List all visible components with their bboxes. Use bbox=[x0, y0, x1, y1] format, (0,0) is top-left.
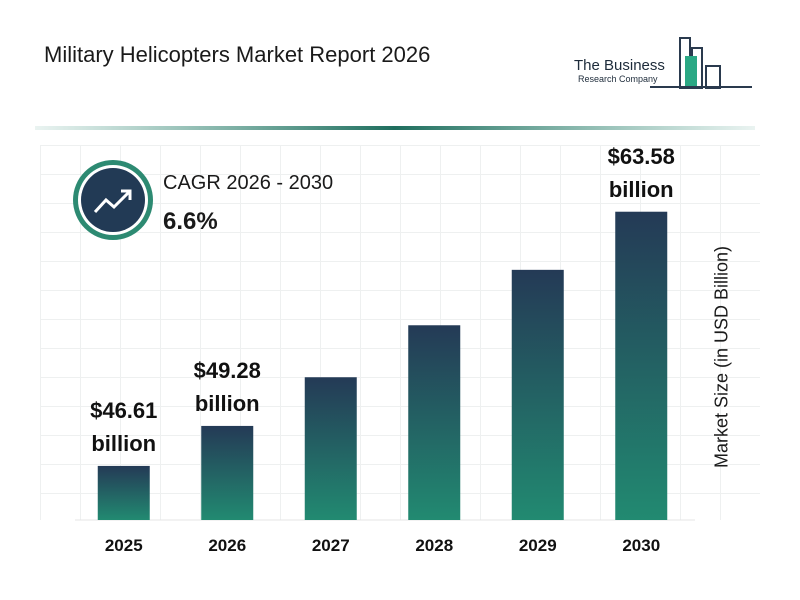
bar bbox=[201, 425, 254, 520]
bar bbox=[615, 211, 668, 520]
bars bbox=[97, 211, 668, 520]
value-label: $46.61 billion bbox=[90, 397, 158, 456]
x-tick-label: 2026 bbox=[208, 536, 247, 555]
x-tick-label: 2025 bbox=[104, 536, 143, 555]
chart-title: Military Helicopters Market Report 2026 bbox=[44, 42, 431, 67]
cagr-label: CAGR 2026 - 2030 bbox=[163, 172, 334, 194]
cagr-icon bbox=[81, 168, 145, 232]
y-axis-label: Market Size (in USD Billion) bbox=[711, 245, 732, 469]
x-tick-label: 2030 bbox=[622, 536, 661, 555]
logo-mark bbox=[650, 37, 752, 89]
bar bbox=[408, 325, 461, 520]
bar bbox=[97, 465, 150, 520]
cagr-arrow bbox=[93, 190, 131, 214]
cagr-arrow-head bbox=[121, 189, 132, 200]
divider bbox=[35, 126, 755, 130]
value-label: $49.28 billion bbox=[193, 357, 261, 416]
x-tick-label: 2028 bbox=[415, 536, 454, 555]
bar bbox=[511, 269, 564, 520]
cagr-value: 6.6% bbox=[163, 208, 218, 235]
x-tick-label: 2029 bbox=[518, 536, 557, 555]
x-tick-label: 2027 bbox=[311, 536, 350, 555]
logo-text: The Business bbox=[574, 57, 665, 74]
value-label: $63.58 billion bbox=[607, 143, 675, 202]
bar bbox=[304, 377, 357, 520]
logo-subtext: Research Company bbox=[578, 74, 658, 84]
